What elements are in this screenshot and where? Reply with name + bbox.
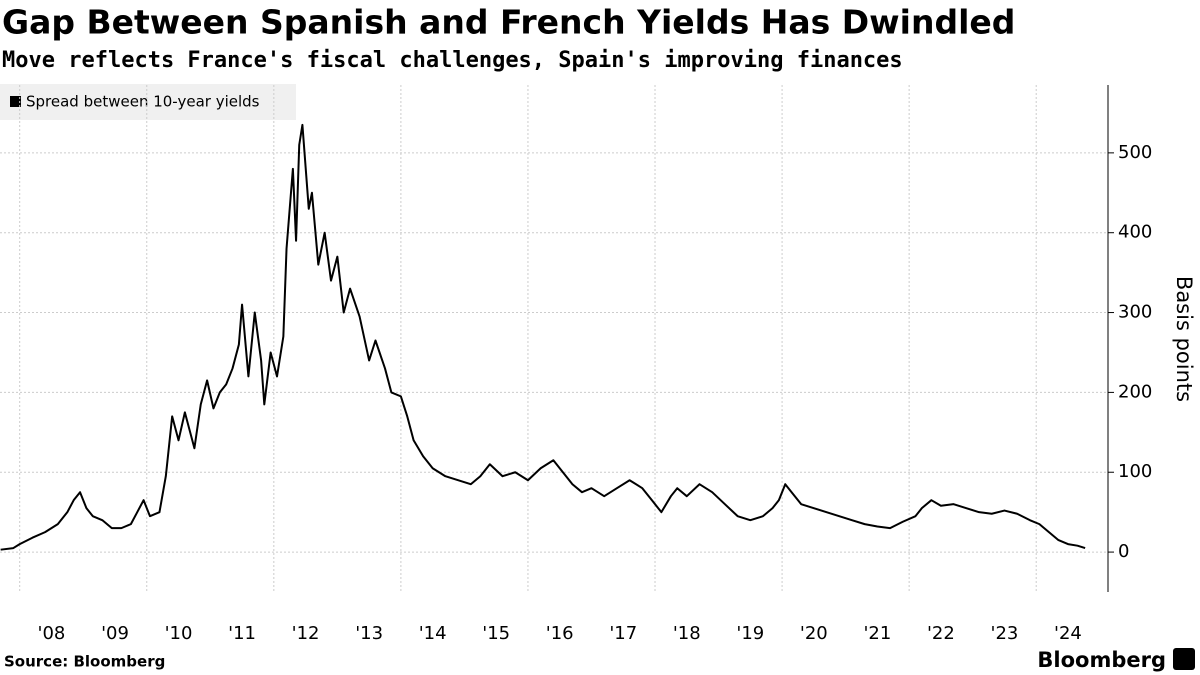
y-tick-label: 500 xyxy=(1118,142,1152,163)
x-tick-label: '20 xyxy=(800,623,828,644)
y-tick-label: 200 xyxy=(1118,381,1152,402)
x-tick-label: '11 xyxy=(228,623,256,644)
x-tick-label: '16 xyxy=(546,623,574,644)
y-tick-label: 400 xyxy=(1118,222,1152,243)
x-tick-label: '08 xyxy=(38,623,66,644)
brand: Bloomberg xyxy=(1037,648,1166,672)
x-tick-label: '19 xyxy=(736,623,764,644)
x-tick-label: '17 xyxy=(609,623,637,644)
y-tick-label: 0 xyxy=(1118,541,1129,562)
source: Source: Bloomberg xyxy=(4,653,165,671)
legend-label: Spread between 10-year yields xyxy=(26,93,260,111)
x-tick-label: '15 xyxy=(482,623,510,644)
chart-subtitle: Move reflects France's fiscal challenges… xyxy=(2,48,903,73)
legend-box xyxy=(0,84,296,120)
x-tick-label: '23 xyxy=(991,623,1019,644)
x-tick-label: '14 xyxy=(419,623,447,644)
line-series xyxy=(0,123,1086,551)
y-tick-label: 300 xyxy=(1118,302,1152,323)
x-tick-label: '09 xyxy=(101,623,129,644)
x-tick-label: '13 xyxy=(355,623,383,644)
x-tick-label: '22 xyxy=(927,623,955,644)
x-tick-label: '24 xyxy=(1054,623,1082,644)
x-tick-label: '10 xyxy=(165,623,193,644)
x-tick-label: '21 xyxy=(863,623,891,644)
y-axis-label: Basis points xyxy=(1172,276,1196,402)
chart-title: Gap Between Spanish and French Yields Ha… xyxy=(2,3,1015,42)
x-tick-label: '12 xyxy=(292,623,320,644)
x-tick-label: '18 xyxy=(673,623,701,644)
brand-icon xyxy=(1173,648,1195,670)
y-tick-label: 100 xyxy=(1118,461,1152,482)
legend-swatch xyxy=(10,96,21,107)
